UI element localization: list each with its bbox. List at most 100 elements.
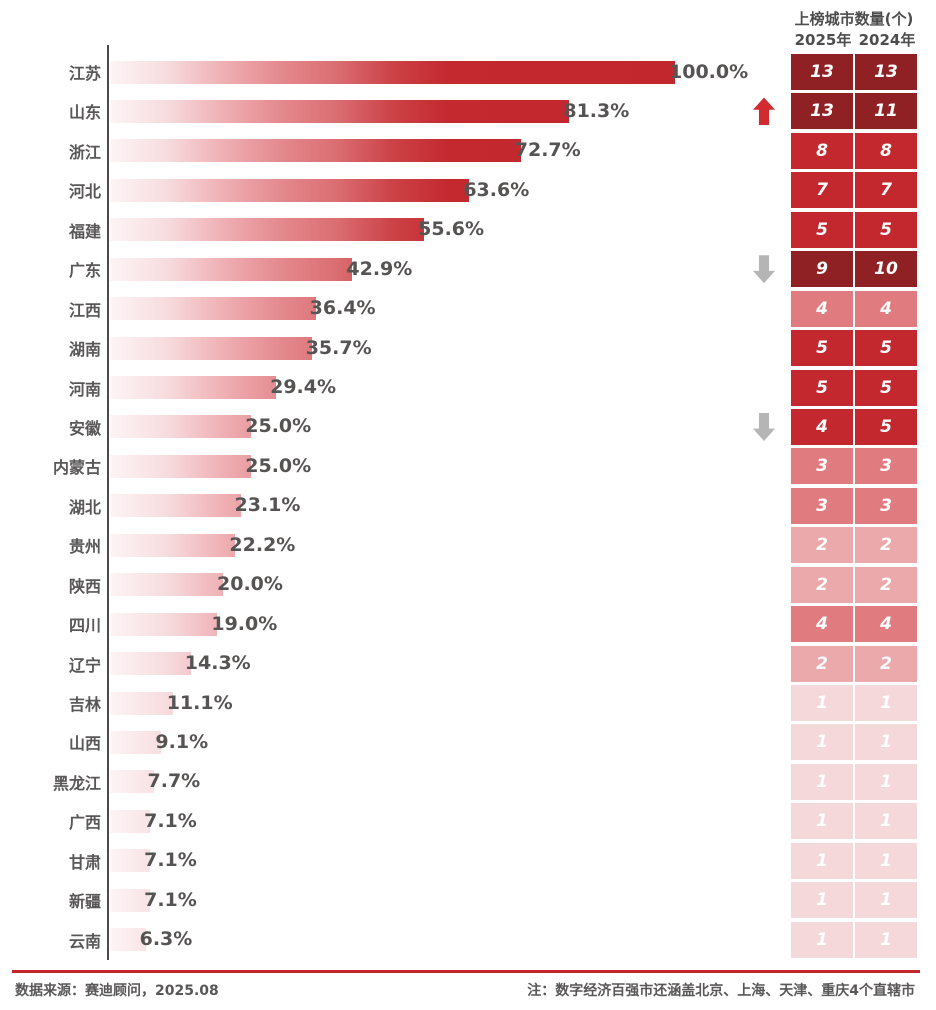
- province-bar: [110, 928, 146, 952]
- count-2024-cell: 1: [855, 685, 917, 722]
- trend-arrow-slot: [737, 97, 791, 126]
- count-2025-cell: 8: [791, 132, 853, 169]
- bar-track: 6.3%: [101, 928, 737, 952]
- bar-value-label: 9.1%: [155, 730, 209, 753]
- province-row: 辽宁 14.3% 2 2: [0, 644, 936, 683]
- bar-track: 36.4%: [101, 297, 737, 321]
- province-label: 福建: [68, 221, 101, 241]
- down-arrow-icon: [753, 255, 775, 284]
- count-2025-cell: 3: [791, 448, 853, 485]
- province-row: 湖北 23.1% 3 3: [0, 486, 936, 525]
- province-bar: [110, 494, 241, 518]
- bar-value-label: 63.6%: [463, 178, 530, 201]
- count-2025-cell: 2: [791, 566, 853, 603]
- y-axis-line: [107, 45, 109, 960]
- bar-track: 22.2%: [101, 533, 737, 557]
- province-bar: [110, 297, 316, 321]
- bar-value-label: 7.1%: [144, 849, 197, 872]
- count-2024-cell: 10: [855, 251, 917, 288]
- count-2025-cell: 3: [791, 487, 853, 524]
- count-2024-cell: 3: [855, 487, 917, 524]
- count-2024-cell: 13: [855, 54, 917, 91]
- chart-rows: 江苏 100.0% 13 13 山东 81.3% 13 11 浙江 72.7% …: [0, 52, 936, 959]
- bar-value-label: 25.0%: [245, 454, 312, 477]
- province-label: 河北: [68, 182, 101, 202]
- count-2025-cell: 13: [791, 93, 853, 130]
- count-2024-cell: 4: [855, 290, 917, 327]
- bar-value-label: 55.6%: [418, 218, 485, 241]
- province-label: 河南: [68, 379, 101, 399]
- count-2024-cell: 2: [855, 566, 917, 603]
- bar-value-label: 100.0%: [669, 60, 749, 83]
- count-2024-cell: 4: [855, 606, 917, 643]
- count-2025-cell: 5: [791, 211, 853, 248]
- bar-track: 9.1%: [101, 730, 737, 754]
- count-2024-cell: 1: [855, 803, 917, 840]
- province-label: 甘肃: [68, 852, 101, 872]
- bar-value-label: 7.7%: [147, 770, 201, 793]
- bar-track: 72.7%: [101, 139, 737, 163]
- count-2024-cell: 5: [855, 330, 917, 367]
- count-2024-cell: 11: [855, 93, 917, 130]
- province-row: 贵州 22.2% 2 2: [0, 526, 936, 565]
- province-row: 浙江 72.7% 8 8: [0, 131, 936, 170]
- province-label: 黑龙江: [52, 773, 101, 793]
- province-label: 吉林: [68, 695, 101, 715]
- province-row: 甘肃 7.1% 1 1: [0, 841, 936, 880]
- province-label: 广西: [68, 813, 101, 833]
- province-bar: [110, 612, 218, 636]
- province-bar: [110, 691, 173, 715]
- province-bar: [110, 139, 521, 163]
- bar-track: 63.6%: [101, 178, 737, 202]
- bar-value-label: 29.4%: [270, 376, 337, 399]
- bar-value-label: 6.3%: [139, 928, 193, 951]
- province-bar: [110, 652, 191, 676]
- trend-arrow-slot: [737, 255, 791, 284]
- trend-arrow-slot: [737, 412, 791, 441]
- count-2024-cell: 3: [855, 448, 917, 485]
- bottom-divider: [12, 970, 920, 973]
- table-column-headers: 2025年 2024年: [792, 29, 918, 50]
- province-label: 内蒙古: [52, 458, 101, 478]
- province-label: 辽宁: [68, 655, 101, 675]
- count-2025-cell: 4: [791, 606, 853, 643]
- province-bar: [110, 533, 236, 557]
- bar-track: 29.4%: [101, 376, 737, 400]
- table-title: 上榜城市数量(个): [794, 10, 914, 28]
- count-2025-cell: 2: [791, 645, 853, 682]
- province-bar: [110, 257, 353, 281]
- count-2025-cell: 4: [791, 290, 853, 327]
- province-row: 河南 29.4% 5 5: [0, 368, 936, 407]
- count-2025-cell: 2: [791, 527, 853, 564]
- bar-value-label: 7.1%: [144, 809, 197, 832]
- bar-track: 25.0%: [101, 415, 737, 439]
- bar-value-label: 23.1%: [234, 494, 301, 517]
- province-row: 云南 6.3% 1 1: [0, 920, 936, 959]
- bar-track: 14.3%: [101, 652, 737, 676]
- province-label: 江苏: [68, 64, 101, 84]
- bar-track: 42.9%: [101, 257, 737, 281]
- province-row: 江西 36.4% 4 4: [0, 289, 936, 328]
- bar-value-label: 22.2%: [229, 533, 296, 556]
- count-2024-cell: 1: [855, 724, 917, 761]
- count-2024-cell: 2: [855, 527, 917, 564]
- bar-value-label: 19.0%: [211, 612, 278, 635]
- province-row: 黑龙江 7.7% 1 1: [0, 762, 936, 801]
- bar-track: 25.0%: [101, 454, 737, 478]
- province-row: 新疆 7.1% 1 1: [0, 880, 936, 919]
- bar-track: 19.0%: [101, 612, 737, 636]
- bar-track: 35.7%: [101, 336, 737, 360]
- province-bar: [110, 809, 151, 833]
- province-row: 内蒙古 25.0% 3 3: [0, 447, 936, 486]
- province-bar: [110, 376, 277, 400]
- count-2024-cell: 7: [855, 172, 917, 209]
- province-row: 陕西 20.0% 2 2: [0, 565, 936, 604]
- count-2025-cell: 1: [791, 763, 853, 800]
- province-row: 河北 63.6% 7 7: [0, 171, 936, 210]
- province-row: 四川 19.0% 4 4: [0, 604, 936, 643]
- province-bar: [110, 60, 675, 84]
- province-bar: [110, 730, 162, 754]
- count-2024-cell: 1: [855, 842, 917, 879]
- province-bar: [110, 218, 425, 242]
